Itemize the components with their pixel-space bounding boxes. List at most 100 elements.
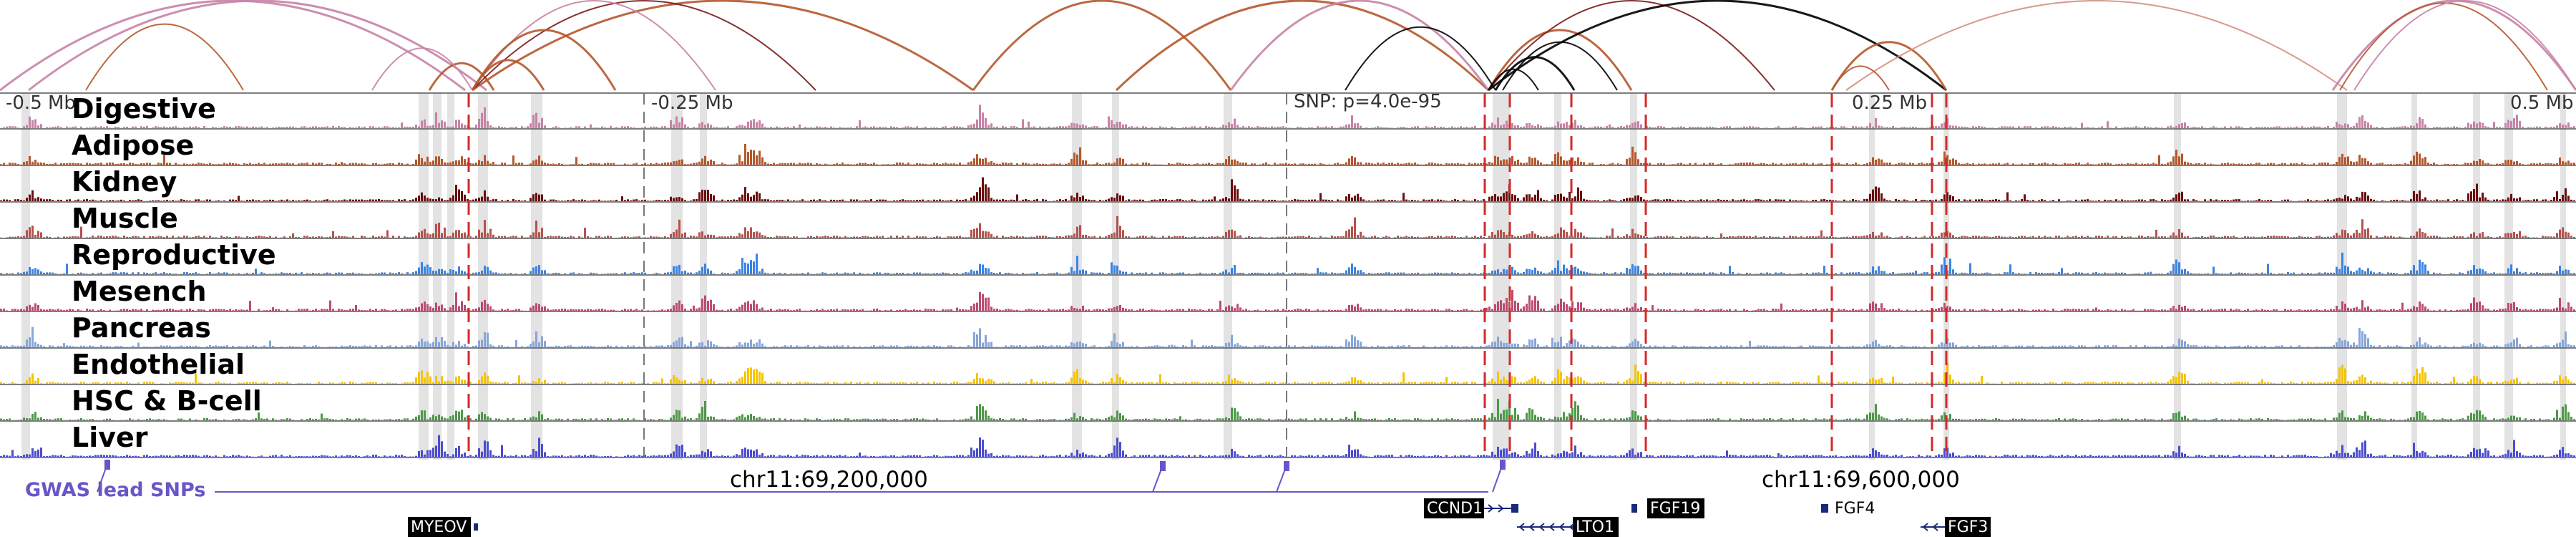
track-label-digestive: Digestive: [72, 93, 216, 125]
interaction-arc: [1488, 0, 1775, 91]
strand-arrow: [1488, 504, 1494, 513]
track-signal: [0, 177, 2576, 201]
interaction-arc: [2353, 0, 2576, 91]
interaction-arc: [972, 0, 1232, 91]
highlight-column: [1224, 93, 1232, 460]
gene-annotations: [408, 498, 1991, 537]
highlight-column: [2504, 93, 2513, 460]
strand-arrow: [1518, 523, 1525, 531]
gene-exon: [474, 523, 478, 531]
interaction-arc: [85, 23, 244, 91]
track-label-mesench: Mesench: [72, 276, 207, 307]
interaction-arc: [1488, 68, 1539, 91]
interaction-arc: [1488, 0, 1947, 92]
interaction-arc: [0, 0, 466, 92]
gene-box: [1573, 517, 1619, 537]
interaction-arc: [472, 0, 816, 91]
interaction-arc: [1494, 56, 1576, 91]
track-signal: [0, 326, 2576, 347]
axis-ticks: -0.5 Mb -0.25 Mb 0.25 Mb 0.5 Mb: [6, 92, 2574, 114]
gene-box: [1945, 517, 1991, 537]
track-label-muscle: Muscle: [72, 203, 178, 234]
interaction-arcs: [0, 0, 2576, 92]
track-signal: [0, 362, 2576, 384]
interaction-arc: [1115, 0, 1490, 92]
highlight-column: [700, 93, 707, 460]
strand-arrow: [1568, 523, 1575, 531]
axis-tick-label: -0.5 Mb: [6, 92, 76, 114]
track-labels: Digestive Adipose Kidney Muscle Reproduc…: [72, 93, 276, 453]
peak-highlights: [21, 93, 2566, 460]
gene-label-fgf3: FGF3: [1948, 518, 1988, 536]
marker-lines: [467, 93, 1948, 458]
strand-arrow: [1558, 523, 1565, 531]
interaction-arc: [472, 0, 974, 92]
highlight-column: [433, 93, 441, 460]
gene-exon: [1821, 504, 1828, 513]
coordinate-label: chr11:69,200,000: [730, 467, 928, 493]
interaction-arc: [1487, 29, 1633, 91]
coordinate-label: chr11:69,600,000: [1762, 467, 1960, 493]
highlight-column: [1869, 93, 1875, 460]
gene-exon: [1511, 504, 1518, 513]
gwas-snp: [104, 460, 110, 470]
interaction-arc: [1831, 65, 1890, 91]
axis-tick-label: 0.25 Mb: [1852, 92, 1927, 114]
interaction-arc: [371, 47, 473, 91]
track-signal: [0, 435, 2576, 457]
axis-tick-label: 0.5 Mb: [2510, 92, 2574, 114]
highlight-column: [1630, 93, 1637, 460]
highlight-column: [2473, 93, 2480, 460]
highlight-column: [2411, 93, 2417, 460]
highlight-column: [1072, 93, 1082, 460]
interaction-arc: [2339, 2, 2548, 91]
interaction-arc: [1830, 41, 1948, 91]
highlight-column: [478, 93, 488, 460]
track-signal: [0, 399, 2576, 420]
highlight-column: [1493, 93, 1510, 460]
strand-arrow: [1538, 523, 1545, 531]
highlight-column: [21, 93, 30, 460]
track-signal: [0, 216, 2576, 238]
gwas-snp: [1500, 460, 1506, 470]
gene-box: [1424, 498, 1484, 518]
track-signal: [0, 105, 2576, 128]
gwas-label: GWAS lead SNPs: [25, 479, 205, 501]
gwas-snp: [1284, 461, 1289, 471]
gene-labels: MYEOV CCND1 LTO1 FGF19 FGF4 FGF3: [411, 500, 1988, 536]
highlight-column: [1554, 93, 1561, 460]
gwas-snp: [1160, 461, 1166, 471]
highlight-column: [2337, 93, 2347, 460]
gene-label-ccnd1: CCND1: [1427, 500, 1483, 518]
gene-box: [1647, 498, 1704, 518]
interaction-arc: [1845, 0, 2348, 91]
gene-label-fgf4: FGF4: [1835, 500, 1875, 518]
strand-arrow: [1548, 523, 1555, 531]
track-signal: [0, 290, 2576, 311]
track-label-adipose: Adipose: [72, 130, 194, 161]
highlight-column: [2560, 93, 2566, 460]
highlight-column: [419, 93, 429, 460]
track-label-hsc-b-cell: HSC & B-cell: [72, 385, 262, 417]
interaction-arc: [1345, 26, 1496, 91]
interaction-arc: [471, 29, 617, 91]
gwas-track: [97, 460, 1506, 493]
axis-tick-label: -0.25 Mb: [651, 92, 733, 114]
highlight-column: [531, 93, 542, 460]
signal-tracks: [0, 92, 2576, 458]
highlight-column: [671, 93, 683, 460]
highlight-column: [1112, 93, 1119, 460]
highlight-column: [447, 93, 454, 460]
strand-arrow: [1528, 523, 1535, 531]
track-label-kidney: Kidney: [72, 166, 177, 198]
gene-box: [408, 517, 471, 537]
track-signal: [0, 252, 2576, 274]
snp-label: SNP: p=4.0e-95: [1294, 91, 1442, 112]
gene-exon: [1631, 504, 1637, 513]
track-label-reproductive: Reproductive: [72, 239, 276, 271]
track-label-endothelial: Endothelial: [72, 349, 245, 380]
interaction-arc: [1502, 42, 1618, 91]
highlight-column: [2174, 93, 2181, 460]
interaction-arc: [28, 0, 487, 92]
strand-arrow: [1922, 523, 1928, 531]
